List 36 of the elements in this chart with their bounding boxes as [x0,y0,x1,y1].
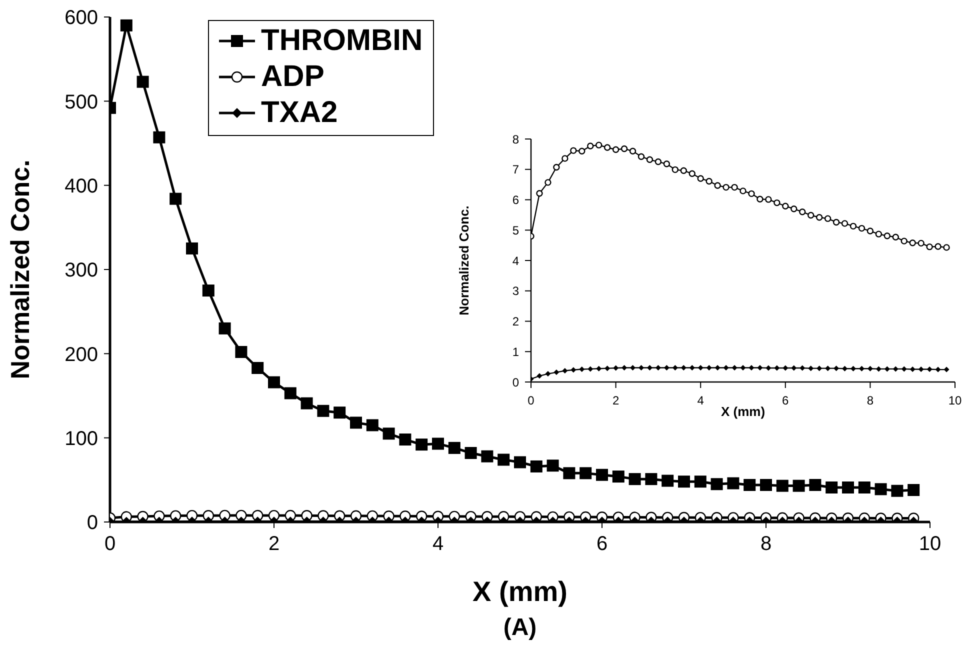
y-tick-label: 400 [64,175,98,198]
legend-label: ADP [261,60,324,94]
x-tick-label: 10 [918,533,942,556]
y-tick-label: 6 [512,193,520,208]
y-axis-title: Normalized Conc. [456,206,472,316]
x-tick-label: 6 [596,533,608,556]
y-tick-label: 5 [512,223,520,238]
x-tick-label: 10 [948,394,962,408]
x-tick-label: 2 [612,394,620,408]
x-tick-label: 0 [104,533,116,556]
y-tick-label: 100 [64,428,98,450]
y-tick-label: 8 [512,132,520,146]
x-tick-label: 4 [432,533,444,556]
y-tick-label: 4 [512,254,520,268]
y-tick-label: 7 [512,162,520,177]
x-axis-title: X (mm) [472,576,568,608]
y-tick-label: 300 [64,260,98,282]
y-tick-label: 600 [64,7,98,30]
x-tick-label: 0 [528,394,535,408]
x-tick-label: 2 [268,533,280,556]
y-tick-label: 1 [512,344,520,359]
y-tick-label: 2 [512,314,520,329]
legend-label: TXA2 [261,96,338,130]
x-tick-label: 8 [866,394,874,408]
x-tick-label: 6 [782,394,790,408]
y-axis-title: Normalized Conc. [4,160,35,380]
x-axis-title: X (mm) [720,404,766,419]
x-tick-label: 8 [760,533,772,556]
y-tick-label: 0 [86,512,98,534]
legend-label: THROMBIN [261,24,423,58]
x-tick-label: 4 [697,394,704,408]
text: (A) [502,614,538,642]
y-tick-label: 200 [64,344,98,366]
y-tick-label: 500 [64,91,98,114]
y-tick-label: 3 [512,284,520,298]
y-tick-label: 0 [512,375,520,390]
